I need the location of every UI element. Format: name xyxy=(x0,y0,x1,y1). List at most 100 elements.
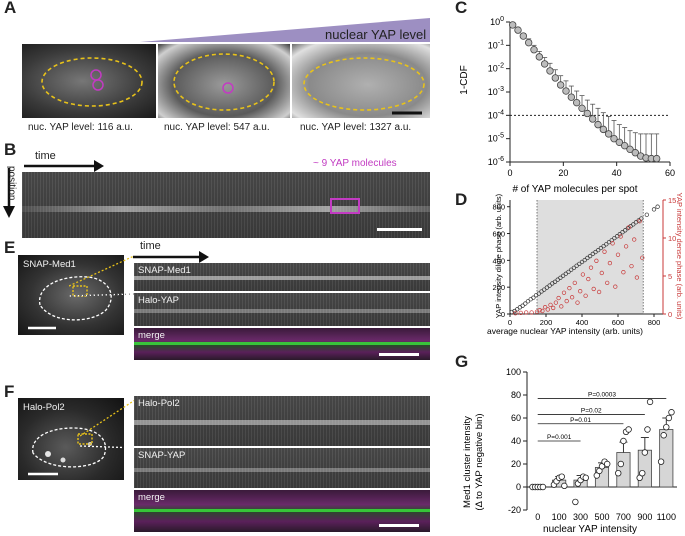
chart-g-ylabel-2: (Δ to YAP negative bin) xyxy=(474,413,485,510)
chart-d-dilute-point xyxy=(560,273,566,278)
caption-yap-1327: nuc. YAP level: 1327 a.u. xyxy=(300,122,412,133)
panel-label-f: F xyxy=(4,382,15,401)
chart-d: 0 200 400 600 800 0 200 400 600 800 0 5 10 15 average… xyxy=(487,193,684,336)
chart-d-dense-point xyxy=(553,300,559,305)
chart-c-point xyxy=(556,81,565,89)
chart-d-dense-point xyxy=(542,305,548,310)
strip-label-e-0: SNAP-Med1 xyxy=(138,265,191,276)
micrograph-high-yap xyxy=(292,44,430,118)
chart-c-point xyxy=(604,130,613,138)
chart-c-ytick-label: 10-1 xyxy=(488,39,504,50)
chart-g-ytick-label: 40 xyxy=(511,436,521,446)
kymograph-b xyxy=(22,172,430,238)
chart-d-dense-point xyxy=(602,249,607,254)
chart-d-dense-point xyxy=(586,276,591,282)
chart-c-point xyxy=(508,21,517,29)
chart-d-xtick-label: 600 xyxy=(612,318,625,327)
caption-yap-547: nuc. YAP level: 547 a.u. xyxy=(164,122,270,133)
panel-e-time-label: time xyxy=(140,240,161,252)
chart-g-xlabel: nuclear YAP intensity xyxy=(543,524,637,535)
chart-c-point xyxy=(578,104,586,113)
chart-c-point xyxy=(540,60,549,68)
chart-c-point xyxy=(562,87,570,95)
position-arrow xyxy=(3,168,15,218)
chart-c-xtick-label: 40 xyxy=(612,168,622,178)
chart-d-dense-point xyxy=(626,225,631,230)
chart-g-xtick-label: 1100 xyxy=(657,512,676,522)
chart-d-dense-point xyxy=(559,304,564,309)
chart-g: -20 0 20 40 60 80 100 0 100 300 500 700 900 1100 P=0.… xyxy=(462,367,677,535)
chart-c-point xyxy=(599,125,608,134)
chart-g-point xyxy=(558,473,565,480)
chart-c-ytick-label: 100 xyxy=(490,16,504,27)
micrograph-low-yap xyxy=(22,44,156,118)
chart-g-xtick-label: 500 xyxy=(594,512,609,522)
zoom-lines-f xyxy=(80,398,139,449)
chart-d-dilute-point xyxy=(655,204,660,209)
chart-d-dense-point xyxy=(569,295,575,300)
chart-d-dense-point xyxy=(629,263,634,269)
chart-d-xtick-label: 800 xyxy=(648,318,661,327)
chart-d-dilute-point xyxy=(547,283,552,288)
chart-d-dilute-point xyxy=(582,257,587,263)
chart-c-point xyxy=(620,141,629,150)
chart-g-ytick-label: 0 xyxy=(516,482,521,492)
chart-g-ytick-label: 20 xyxy=(511,459,521,469)
chart-c-point xyxy=(519,32,528,40)
chart-d-dense-point xyxy=(561,290,567,295)
chart-g-point xyxy=(617,460,625,468)
chart-d-shaded-region xyxy=(537,200,644,314)
chart-g-point xyxy=(668,409,675,416)
chart-g-point xyxy=(663,423,670,431)
caption-yap-116: nuc. YAP level: 116 a.u. xyxy=(28,122,133,133)
chart-g-point xyxy=(615,469,622,477)
chart-d-dilute-point xyxy=(617,232,622,237)
chart-g-xtick-label: 100 xyxy=(552,512,567,522)
chart-d-dilute-point xyxy=(623,228,628,233)
chart-g-point xyxy=(582,474,589,481)
chart-d-dilute-point xyxy=(520,303,525,308)
chart-g-point xyxy=(646,398,654,406)
chart-d-dense-point xyxy=(613,284,618,289)
chart-c-xtick-label: 20 xyxy=(558,168,568,178)
chart-d-dilute-point xyxy=(523,301,528,306)
chart-g-xtick-label: 0 xyxy=(535,512,540,522)
chart-g-point xyxy=(539,483,547,491)
strip-label-e-2: merge xyxy=(138,330,165,341)
chart-d-dense-point xyxy=(556,295,561,301)
chart-d-dense-point xyxy=(518,310,523,316)
chart-c-xtick-label: 0 xyxy=(507,168,512,178)
chart-d-dense-point xyxy=(583,293,588,298)
chart-c-point xyxy=(610,134,618,143)
chart-c-point xyxy=(514,26,522,34)
chart-d-dilute-point xyxy=(515,307,520,312)
kymo-halo-yap: Halo-YAP xyxy=(134,293,430,326)
chart-d-dense-point xyxy=(545,307,550,312)
chart-d-ytick-label-right: 0 xyxy=(668,310,672,319)
chart-d-dense-point xyxy=(564,298,569,304)
chart-d-dense-point xyxy=(537,308,542,313)
chart-c-point xyxy=(535,53,544,61)
chart-d-ytick-label-right: 15 xyxy=(668,196,676,205)
micrograph-halo-pol2: Halo-Pol2 xyxy=(18,398,124,480)
chart-c-ytick-label: 10-6 xyxy=(488,156,504,167)
chart-d-ytick-label-right: 10 xyxy=(668,234,676,243)
chart-d-dense-point xyxy=(548,302,553,308)
chart-g-xtick-label: 300 xyxy=(573,512,588,522)
panel-b-position-label: position xyxy=(6,166,17,201)
chart-g-point xyxy=(620,437,627,445)
chart-d-ytick-label-right: 5 xyxy=(668,272,672,281)
time-arrow-e xyxy=(133,251,209,263)
chart-g-point xyxy=(644,426,651,433)
chart-d-dilute-point xyxy=(525,299,531,304)
strip-label-f-1: SNAP-YAP xyxy=(138,450,186,461)
chart-g-point xyxy=(641,449,649,456)
chart-d-dilute-point xyxy=(644,212,649,217)
panel-label-a: A xyxy=(4,0,17,17)
chart-d-dense-point xyxy=(551,305,556,311)
chart-d-xtick-label: 0 xyxy=(508,318,512,327)
chart-d-ytick-label-left: 400 xyxy=(492,256,505,265)
chart-c-point xyxy=(530,45,538,54)
chart-c-point xyxy=(652,154,661,163)
chart-c: 10-6 10-5 10-4 10-3 10-2 10-1 100 0 20 40 60 # of … xyxy=(459,16,675,195)
